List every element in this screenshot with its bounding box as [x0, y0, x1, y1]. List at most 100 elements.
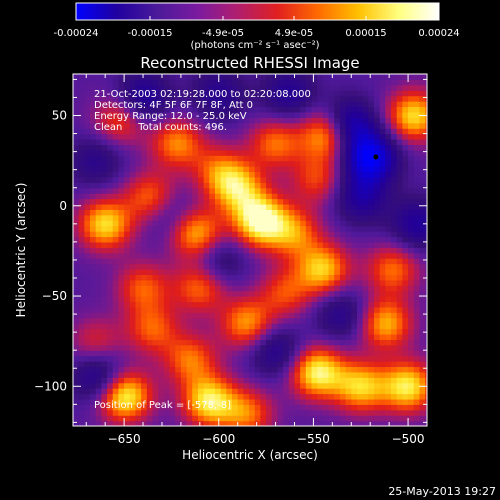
heatmap-cell	[124, 361, 131, 368]
heatmap-cell	[203, 128, 210, 135]
heatmap-cell	[169, 176, 176, 183]
heatmap-cell	[135, 301, 142, 308]
heatmap-cell	[95, 182, 102, 189]
heatmap-cell	[317, 155, 324, 162]
heatmap-cell	[209, 377, 216, 384]
heatmap-cell	[385, 333, 392, 340]
heatmap-cell	[232, 128, 239, 135]
x-axis-label: Heliocentric X (arcsec)	[182, 448, 318, 462]
heatmap-cell	[356, 377, 364, 384]
heatmap-cell	[294, 398, 301, 405]
heatmap-cell	[169, 209, 176, 216]
heatmap-cell	[305, 306, 313, 313]
heatmap-cell	[260, 144, 267, 151]
heatmap-cell	[90, 182, 97, 189]
heatmap-cell	[260, 317, 267, 324]
footer-date: 25-May-2013 19:27	[388, 485, 496, 498]
heatmap-cell	[288, 268, 296, 275]
heatmap-cell	[254, 263, 262, 270]
heatmap-cell	[209, 101, 216, 108]
heatmap-cell	[379, 231, 386, 238]
heatmap-cell	[95, 377, 102, 384]
heatmap-cell	[311, 231, 318, 238]
heatmap-cell	[152, 301, 159, 308]
peak-position-label: Position of Peak = [-578,-8]	[94, 400, 231, 411]
heatmap-cell	[425, 122, 427, 129]
heatmap-cell	[124, 198, 131, 205]
heatmap-cell	[339, 312, 347, 319]
heatmap-cell	[135, 90, 142, 97]
heatmap-cell	[192, 74, 199, 81]
heatmap-cell	[283, 388, 290, 395]
heatmap-cell	[112, 274, 120, 281]
heatmap-cell	[391, 182, 398, 189]
heatmap-cell	[90, 209, 97, 216]
heatmap-cell	[163, 74, 171, 81]
heatmap-cell	[345, 84, 352, 91]
heatmap-cell	[118, 344, 125, 351]
heatmap-cell	[180, 193, 188, 200]
heatmap-cell	[385, 203, 392, 210]
heatmap-cell	[101, 409, 108, 416]
heatmap-cell	[288, 247, 296, 254]
heatmap-cell	[351, 301, 358, 308]
heatmap-cell	[152, 333, 159, 340]
heatmap-cell	[373, 247, 381, 254]
heatmap-cell	[249, 317, 256, 324]
heatmap-cell	[425, 225, 427, 232]
heatmap-cell	[146, 138, 154, 145]
heatmap-cell	[101, 366, 108, 373]
heatmap-cell	[339, 247, 347, 254]
heatmap-cell	[124, 138, 131, 145]
heatmap-cell	[283, 339, 290, 346]
heatmap-cell	[214, 166, 222, 173]
heatmap-cell	[300, 155, 307, 162]
heatmap-cell	[232, 160, 239, 167]
heatmap-cell	[351, 214, 358, 221]
heatmap-cell	[322, 404, 330, 411]
heatmap-cell	[237, 355, 244, 362]
heatmap-cell	[305, 122, 313, 129]
heatmap-cell	[158, 133, 165, 140]
heatmap-cell	[186, 323, 193, 330]
heatmap-cell	[368, 339, 375, 346]
heatmap-cell	[425, 361, 427, 368]
heatmap-cell	[334, 128, 341, 135]
heatmap-cell	[266, 258, 273, 265]
heatmap-cell	[84, 155, 91, 162]
heatmap-cell	[112, 203, 120, 210]
heatmap-cell	[345, 279, 352, 286]
heatmap-cell	[226, 241, 233, 248]
heatmap-cell	[379, 290, 386, 297]
heatmap-cell	[402, 350, 409, 357]
heatmap-cell	[203, 101, 210, 108]
heatmap-cell	[135, 285, 142, 292]
heatmap-cell	[152, 225, 159, 232]
heatmap-cell	[175, 398, 182, 405]
heatmap-cell	[283, 274, 290, 281]
heatmap-cell	[288, 111, 296, 118]
heatmap-cell	[186, 371, 193, 378]
heatmap-cell	[373, 306, 381, 313]
heatmap-cell	[362, 398, 369, 405]
heatmap-cell	[288, 101, 296, 108]
heatmap-cell	[396, 90, 403, 97]
heatmap-cell	[192, 339, 199, 346]
heatmap-cell	[141, 193, 148, 200]
heatmap-cell	[112, 323, 120, 330]
heatmap-cell	[232, 101, 239, 108]
heatmap-cell	[163, 344, 171, 351]
heatmap-cell	[345, 225, 352, 232]
heatmap-cell	[152, 393, 159, 400]
heatmap-cell	[249, 344, 256, 351]
heatmap-cell	[260, 361, 267, 368]
heatmap-cell	[328, 171, 335, 178]
heatmap-cell	[203, 296, 210, 303]
heatmap-cell	[197, 176, 205, 183]
heatmap-cell	[413, 263, 421, 270]
heatmap-cell	[305, 166, 313, 173]
heatmap-cell	[226, 176, 233, 183]
heatmap-cell	[226, 415, 233, 422]
heatmap-cell	[124, 339, 131, 346]
heatmap-cell	[180, 393, 188, 400]
